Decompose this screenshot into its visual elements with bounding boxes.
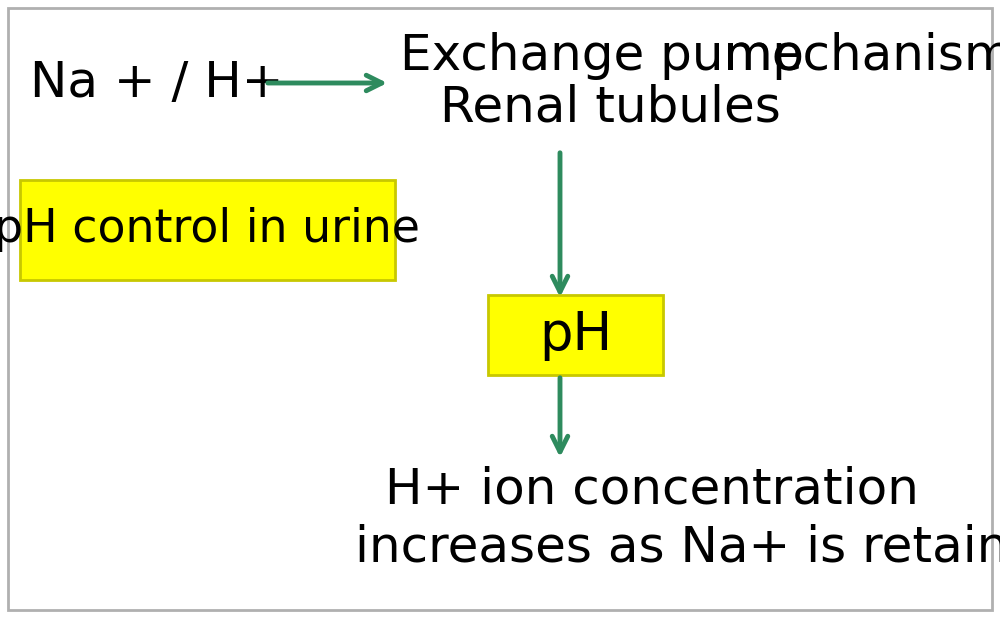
Text: H+ ion concentration: H+ ion concentration bbox=[385, 466, 919, 514]
Text: pH control in urine: pH control in urine bbox=[0, 208, 420, 253]
Text: increases as Na+ is retained: increases as Na+ is retained bbox=[355, 524, 1000, 572]
Text: Exchange pump: Exchange pump bbox=[400, 32, 804, 80]
Text: mechanism: mechanism bbox=[723, 32, 1000, 80]
Text: Renal tubules: Renal tubules bbox=[440, 84, 781, 132]
Bar bbox=[20, 180, 395, 280]
Text: pH: pH bbox=[539, 309, 613, 361]
Text: Na + / H+: Na + / H+ bbox=[30, 59, 284, 107]
Bar bbox=[488, 295, 663, 375]
